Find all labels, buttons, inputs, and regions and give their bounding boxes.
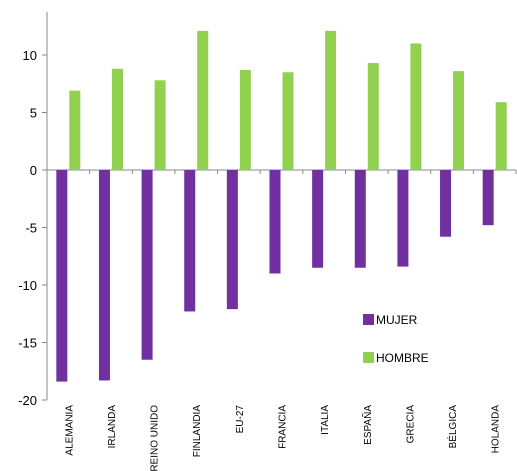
bar-mujer-españa [355,170,366,268]
bar-hombre-holanda [496,102,507,170]
legend-background [323,300,483,380]
bar-mujer-francia [270,170,281,274]
bar-hombre-francia [283,72,294,170]
bar-mujer-reino-unido [142,170,153,360]
x-tick-label: FRANCIA [278,405,289,449]
y-tick-label: -5 [25,221,37,236]
x-tick-label: HOLANDA [491,405,502,454]
x-tick-label: IRLANDA [107,405,118,449]
bar-hombre-eu-27 [240,70,251,170]
y-tick-label: 0 [30,163,37,178]
bar-mujer-finlandia [184,170,195,311]
x-tick-label: GRECIA [405,405,416,444]
bar-hombre-españa [368,63,379,170]
bar-mujer-grecia [397,170,408,267]
bar-mujer-alemania [56,170,67,382]
bar-hombre-bélgica [453,71,464,170]
x-tick-label: ALEMANIA [64,405,75,456]
legend: MUJER HOMBRE [323,300,483,380]
y-tick-label: 5 [30,106,37,121]
bar-hombre-finlandia [197,31,208,170]
x-axis-labels: ALEMANIA IRLANDA REINO UNIDO FINLANDIA EU-27… [64,405,501,471]
x-tick-label: ITALIA [320,405,331,435]
bar-mujer-bélgica [440,170,451,237]
bar-mujer-italia [312,170,323,268]
x-tick-label: FINLANDIA [192,405,203,458]
y-tick-label: -15 [18,336,37,351]
y-tick-label: -20 [18,393,37,408]
bar-mujer-irlanda [99,170,110,380]
x-tick-label: REINO UNIDO [150,405,161,471]
y-tick-label: 10 [23,48,37,63]
legend-swatch-hombre [363,352,374,363]
legend-label-hombre: HOMBRE [376,351,429,365]
x-tick-label: EU-27 [235,405,246,434]
legend-label-mujer: MUJER [376,313,418,327]
y-tick-label: -10 [18,278,37,293]
bar-mujer-eu-27 [227,170,238,309]
bar-hombre-italia [325,31,336,170]
x-tick-label: ESPAÑA [361,405,374,445]
legend-swatch-mujer [363,314,374,325]
bar-mujer-holanda [483,170,494,225]
x-tick-label: BÉLGICA [446,405,459,449]
bar-hombre-alemania [69,91,80,170]
bar-hombre-reino-unido [155,80,166,170]
y-axis-ticks: 10 5 0 -5 -10 -15 -20 [18,48,47,408]
bar-hombre-grecia [410,44,421,171]
bar-hombre-irlanda [112,69,123,170]
